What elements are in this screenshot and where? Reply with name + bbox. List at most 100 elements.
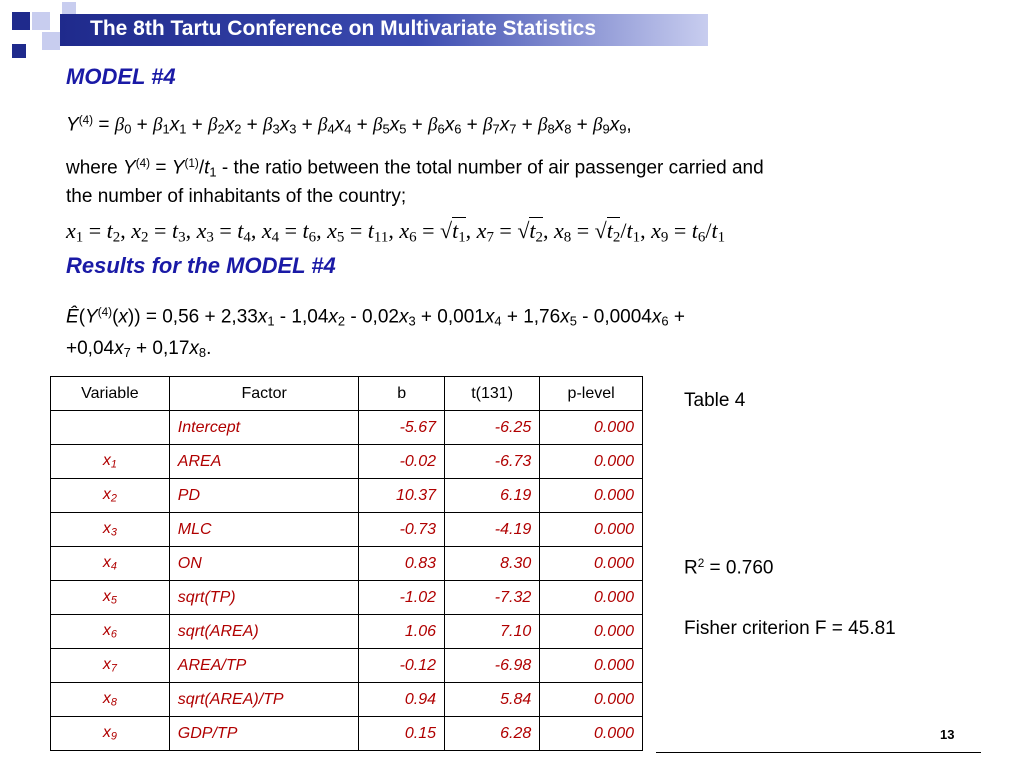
title-bar — [60, 14, 708, 46]
cell-t: -7.32 — [444, 580, 541, 615]
cell-b: -0.12 — [358, 648, 446, 683]
header-b: b — [358, 376, 446, 411]
table-row: x3 MLC -0.73 -4.19 0.000 — [50, 512, 643, 547]
cell-b: 0.83 — [358, 546, 446, 581]
variable-symbol: x — [102, 690, 111, 708]
cell-variable: x9 — [50, 716, 170, 751]
variable-index: 6 — [110, 628, 117, 641]
cell-factor: sqrt(AREA) — [168, 614, 360, 649]
decor-square — [12, 12, 30, 30]
cell-factor: PD — [168, 478, 360, 513]
cell-b: -1.02 — [358, 580, 446, 615]
results-table: Variable Factor b t(131) p-level Interce… — [50, 376, 643, 751]
cell-t: 5.84 — [444, 682, 541, 717]
variable-index: 3 — [110, 526, 117, 539]
variable-index: 1 — [110, 458, 117, 471]
cell-b: 1.06 — [358, 614, 446, 649]
variable-symbol: x — [102, 520, 111, 538]
cell-b: -0.02 — [358, 444, 446, 479]
cell-t: 8.30 — [444, 546, 541, 581]
table-row: x7 AREA/TP -0.12 -6.98 0.000 — [50, 648, 643, 683]
cell-variable: x3 — [50, 512, 170, 547]
cell-t: -6.25 — [444, 410, 541, 445]
table-row: x1 AREA -0.02 -6.73 0.000 — [50, 444, 643, 479]
cell-factor: Intercept — [168, 410, 360, 445]
table-label: Table 4 — [684, 390, 746, 411]
header-t: t(131) — [444, 376, 541, 411]
cell-p: 0.000 — [539, 410, 643, 445]
variable-symbol: x — [102, 724, 111, 742]
variable-symbol: x — [102, 554, 111, 572]
cell-t: -6.98 — [444, 648, 541, 683]
cell-t: 6.28 — [444, 716, 541, 751]
cell-factor: ON — [168, 546, 360, 581]
cell-factor: sqrt(TP) — [168, 580, 360, 615]
variable-symbol: x — [102, 656, 111, 674]
decor-square — [32, 12, 50, 30]
model-equation: Y(4) = β0 + β1x1 + β2x2 + β3x3 + β4x4 + … — [66, 114, 632, 137]
cell-b: -0.73 — [358, 512, 446, 547]
table-row: x8 sqrt(AREA)/TP 0.94 5.84 0.000 — [50, 682, 643, 717]
cell-variable: x1 — [50, 444, 170, 479]
cell-variable: x4 — [50, 546, 170, 581]
where-continuation: the number of inhabitants of the country… — [66, 186, 407, 207]
decor-square — [62, 2, 76, 16]
header-p: p-level — [539, 376, 643, 411]
cell-p: 0.000 — [539, 716, 643, 751]
cell-p: 0.000 — [539, 546, 643, 581]
cell-t: 6.19 — [444, 478, 541, 513]
cell-variable: x5 — [50, 580, 170, 615]
header-factor: Factor — [168, 376, 360, 411]
cell-b: 10.37 — [358, 478, 446, 513]
table-row: x9 GDP/TP 0.15 6.28 0.000 — [50, 716, 643, 751]
cell-variable: x8 — [50, 682, 170, 717]
cell-variable: x6 — [50, 614, 170, 649]
header-variable: Variable — [50, 376, 170, 411]
variable-symbol: x — [102, 486, 111, 504]
cell-factor: sqrt(AREA)/TP — [168, 682, 360, 717]
cell-factor: AREA — [168, 444, 360, 479]
variable-index: 7 — [110, 662, 117, 675]
cell-p: 0.000 — [539, 512, 643, 547]
regression-line-1: Ê(Y(4)(x)) = 0,56 + 2,33x1 - 1,04x2 - 0,… — [66, 306, 685, 329]
table-row: x6 sqrt(AREA) 1.06 7.10 0.000 — [50, 614, 643, 649]
where-line: where Y(4) = Y(1)/t1 - the ratio between… — [66, 157, 764, 180]
decor-square — [42, 32, 60, 50]
cell-variable: x2 — [50, 478, 170, 513]
cell-b: -5.67 — [358, 410, 446, 445]
cell-t: -6.73 — [444, 444, 541, 479]
cell-b: 0.15 — [358, 716, 446, 751]
r-squared: R2 = 0.760 — [684, 557, 774, 579]
cell-b: 0.94 — [358, 682, 446, 717]
cell-variable: x7 — [50, 648, 170, 683]
table-row: x2 PD 10.37 6.19 0.000 — [50, 478, 643, 513]
cell-p: 0.000 — [539, 682, 643, 717]
variable-symbol: x — [102, 588, 111, 606]
table-row: Intercept -5.67 -6.25 0.000 — [50, 410, 643, 445]
table-row: x5 sqrt(TP) -1.02 -7.32 0.000 — [50, 580, 643, 615]
model-heading: MODEL #4 — [66, 64, 176, 89]
variable-index: 5 — [110, 594, 117, 607]
cell-factor: MLC — [168, 512, 360, 547]
variable-index: 2 — [110, 492, 117, 505]
cell-t: 7.10 — [444, 614, 541, 649]
page-number: 13 — [940, 727, 955, 742]
variable-index: 4 — [110, 560, 117, 573]
footer-rule — [656, 752, 981, 753]
cell-variable — [50, 410, 170, 445]
where-prefix: where — [66, 157, 124, 179]
variable-index: 8 — [110, 696, 117, 709]
decor-square — [12, 44, 26, 58]
variable-symbol: x — [102, 622, 111, 640]
where-description: - the ratio between the total number of … — [216, 157, 764, 179]
cell-p: 0.000 — [539, 614, 643, 649]
results-heading: Results for the MODEL #4 — [66, 253, 336, 278]
variable-symbol: x — [102, 452, 111, 470]
table-header-row: Variable Factor b t(131) p-level — [50, 376, 643, 411]
table-row: x4 ON 0.83 8.30 0.000 — [50, 546, 643, 581]
cell-p: 0.000 — [539, 580, 643, 615]
variable-definitions: x1 = t2, x2 = t3, x3 = t4, x4 = t6, x5 =… — [66, 217, 726, 246]
cell-p: 0.000 — [539, 478, 643, 513]
cell-p: 0.000 — [539, 444, 643, 479]
cell-t: -4.19 — [444, 512, 541, 547]
